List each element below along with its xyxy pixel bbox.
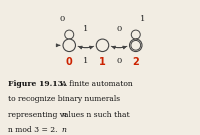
Text: to recognize binary numerals: to recognize binary numerals <box>8 95 120 103</box>
Text: 2: 2 <box>132 57 139 67</box>
Text: 1: 1 <box>99 57 106 67</box>
Text: n: n <box>61 111 66 119</box>
Circle shape <box>96 39 109 52</box>
Text: n: n <box>61 126 66 134</box>
Text: n mod 3 = 2.: n mod 3 = 2. <box>8 126 58 134</box>
Text: 1: 1 <box>140 15 146 23</box>
Text: 1: 1 <box>83 25 89 33</box>
Text: A finite automaton: A finite automaton <box>59 80 133 88</box>
Text: 0: 0 <box>66 57 73 67</box>
Circle shape <box>130 39 142 52</box>
Text: 1: 1 <box>83 57 89 65</box>
Text: 0: 0 <box>117 57 122 65</box>
Text: 0: 0 <box>117 25 122 33</box>
Text: representing values n such that: representing values n such that <box>8 111 130 119</box>
Circle shape <box>63 39 75 52</box>
Text: Figure 19.13.: Figure 19.13. <box>8 80 66 88</box>
Text: 0: 0 <box>59 15 65 23</box>
